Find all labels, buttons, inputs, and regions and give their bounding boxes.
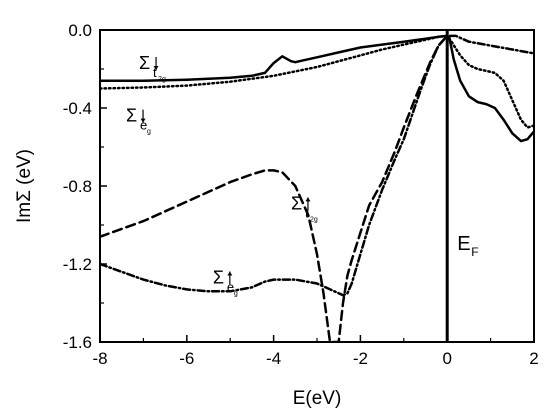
y-tick-label: -1.6 <box>63 333 92 352</box>
sigma-subscript-g: g <box>147 129 151 136</box>
spin-down-arrow-icon <box>140 118 146 123</box>
spin-down-arrow-icon <box>153 66 159 70</box>
series-solid-line <box>100 34 534 143</box>
spin-up-arrow-icon <box>227 271 233 276</box>
y-tick-label: -0.4 <box>63 99 92 118</box>
series-dashed-line <box>100 34 449 342</box>
sigma-subscript: e <box>140 118 147 133</box>
y-tick-label: 0.0 <box>68 21 92 40</box>
x-tick-label: -4 <box>266 349 281 368</box>
y-axis-title: ImΣ (eV) <box>14 149 35 223</box>
x-tick-label: -6 <box>179 349 194 368</box>
spin-up-arrow-icon <box>305 197 311 202</box>
y-tick-label: -1.2 <box>63 255 92 274</box>
sigma-symbol: Σ <box>126 106 137 126</box>
sigma-subscript-2g: 2g <box>310 216 318 223</box>
sigma-subscript-g: g <box>234 291 238 298</box>
sigma-subscript: t <box>305 205 309 220</box>
sigma-symbol: Σ <box>291 193 302 213</box>
fermi-label-text: E <box>457 233 470 255</box>
x-axis-title: E(eV) <box>293 388 342 409</box>
sigma-subscript-2g: 2g <box>158 76 166 83</box>
x-tick-label: -8 <box>92 349 107 368</box>
x-tick-label: -2 <box>353 349 368 368</box>
x-tick-label: 0 <box>442 349 451 368</box>
sigma-subscript: e <box>227 280 234 295</box>
fermi-label-subscript: F <box>471 245 478 259</box>
x-axis-ticks: -8 -6 -4 -2 0 2 <box>92 335 539 368</box>
x-tick-label: 2 <box>529 349 538 368</box>
sigma-symbol: Σ <box>213 268 224 288</box>
y-axis-ticks: 0.0 -0.4 -0.8 -1.2 -1.6 <box>63 21 107 352</box>
y-tick-label: -0.8 <box>63 177 92 196</box>
sigma-symbol: Σ <box>139 53 150 73</box>
sigma-subscript: t <box>153 65 157 80</box>
